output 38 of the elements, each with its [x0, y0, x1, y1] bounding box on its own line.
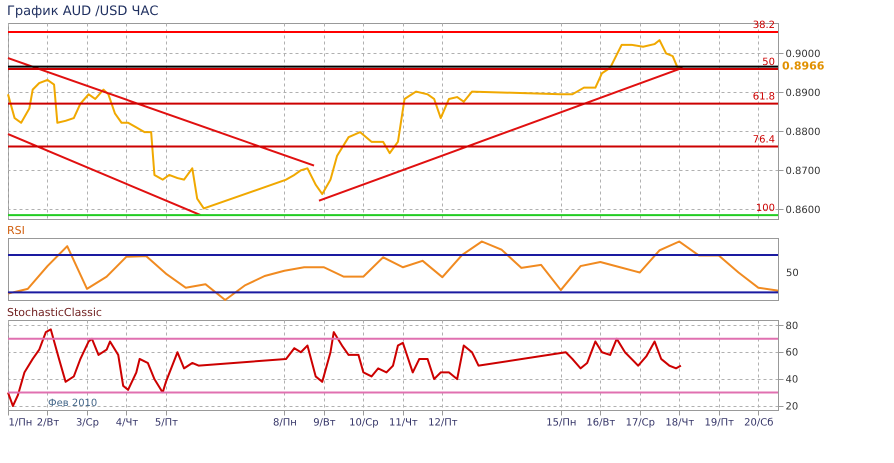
x-tick-label: 15/Пн: [546, 418, 576, 428]
x-tick-label: 11/Чт: [388, 418, 418, 428]
annotation: 61.8: [752, 92, 775, 103]
x-tick-label: 19/Пт: [704, 418, 734, 428]
annotation: 38.2: [752, 20, 775, 31]
line-series: [7, 328, 682, 407]
y-tick-label: 40: [786, 374, 798, 386]
y-tick-label: 0.8900: [786, 88, 820, 99]
x-tick-label: 5/Пт: [154, 418, 178, 428]
x-tick-label: 3/Ср: [76, 418, 100, 428]
x-tick-label: 9/Вт: [313, 418, 336, 428]
line-series: [7, 39, 682, 210]
y-tick-label: 80: [786, 320, 798, 332]
annotation: Фев 2010: [48, 398, 98, 409]
x-tick-label: 20/Сб: [744, 418, 774, 428]
chart-title: StochasticClassic: [7, 306, 102, 319]
ref-line-label: 0.8966: [782, 60, 825, 73]
x-tick-label: 17/Ср: [626, 418, 656, 428]
y-tick-label: 60: [786, 348, 798, 359]
y-tick-label: 0.8600: [786, 204, 820, 216]
x-tick-label: 16/Вт: [586, 418, 616, 428]
chart-title: График AUD /USD ЧАС: [7, 4, 158, 19]
y-tick-label: 0.8700: [786, 166, 820, 177]
text: 50: [786, 268, 799, 279]
annotation: 100: [756, 203, 775, 214]
y-tick-label: 0.9000: [786, 48, 820, 60]
y-tick-label: 0.8800: [786, 126, 820, 138]
annotation: 50: [762, 56, 775, 68]
x-tick-label: 12/Пт: [428, 418, 458, 428]
x-tick-label: 8/Пн: [273, 418, 297, 428]
y-tick-label: 20: [786, 401, 798, 412]
annotation: 76.4: [752, 134, 775, 146]
x-tick-label: 2/Вт: [36, 418, 60, 428]
x-tick-label: 18/Чт: [665, 418, 694, 428]
chart-title: RSI: [7, 224, 25, 237]
x-tick-label: 10/Ср: [349, 418, 379, 428]
x-tick-label: 1/Пн: [8, 418, 32, 428]
x-tick-label: 4/Чт: [116, 418, 138, 428]
